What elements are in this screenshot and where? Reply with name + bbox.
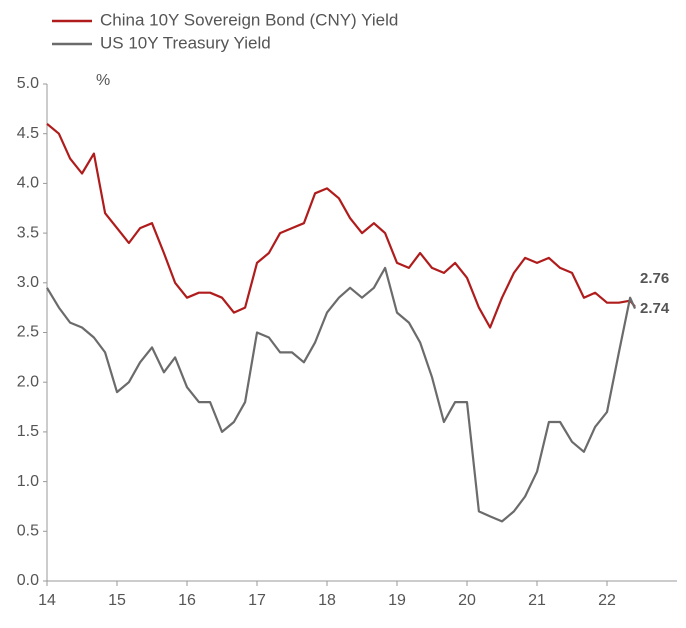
x-tick-label: 20 <box>458 592 476 609</box>
y-tick-label: 3.0 <box>17 274 39 291</box>
y-tick-label: 3.5 <box>17 224 39 241</box>
y-tick-label: 2.0 <box>17 373 39 390</box>
x-tick-label: 14 <box>38 592 56 609</box>
series-line <box>46 266 637 523</box>
y-axis-label: % <box>96 72 110 89</box>
y-tick-label: 0.0 <box>17 572 39 589</box>
end-value-label: 2.76 <box>640 270 669 287</box>
legend-label: US 10Y Treasury Yield <box>100 33 271 52</box>
x-tick-label: 18 <box>318 592 336 609</box>
end-value-label: 2.74 <box>640 300 670 317</box>
y-tick-label: 2.5 <box>17 324 39 341</box>
x-tick-label: 21 <box>528 592 546 609</box>
x-tick-label: 22 <box>598 592 616 609</box>
y-tick-label: 5.0 <box>17 75 39 92</box>
series-line <box>46 122 636 329</box>
y-tick-label: 1.5 <box>17 423 39 440</box>
y-tick-label: 0.5 <box>17 523 39 540</box>
legend-label: China 10Y Sovereign Bond (CNY) Yield <box>100 10 398 29</box>
y-tick-label: 4.5 <box>17 125 39 142</box>
y-tick-label: 1.0 <box>17 473 39 490</box>
x-tick-label: 19 <box>388 592 406 609</box>
y-tick-label: 4.0 <box>17 175 39 192</box>
x-tick-label: 16 <box>178 592 196 609</box>
x-tick-label: 17 <box>248 592 266 609</box>
x-tick-label: 15 <box>108 592 126 609</box>
